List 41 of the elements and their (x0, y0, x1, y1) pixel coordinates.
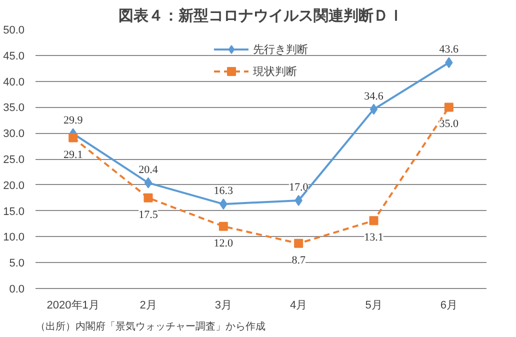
legend-label: 現状判断 (253, 64, 297, 78)
y-tick-label: 40.0 (3, 76, 25, 88)
x-tick-label: 5月 (365, 300, 382, 312)
x-tick-label: 6月 (440, 300, 458, 312)
data-label: 12.0 (214, 237, 234, 250)
data-label: 20.4 (138, 164, 158, 176)
point (68, 133, 78, 142)
y-tick-label: 0.0 (9, 284, 25, 296)
data-label: 8.7 (292, 254, 306, 266)
point (218, 222, 228, 231)
y-tick-label: 5.0 (9, 258, 25, 270)
x-tick-label: 4月 (290, 300, 308, 312)
data-label: 17.5 (138, 208, 158, 221)
x-tick-label: 3月 (214, 300, 232, 312)
data-label: 43.6 (439, 44, 460, 56)
point (144, 177, 152, 188)
point (369, 216, 378, 226)
y-tick-label: 25.0 (3, 154, 25, 166)
point (294, 238, 304, 248)
x-tick-label: 2月 (140, 300, 157, 312)
y-tick-label: 30.0 (3, 128, 25, 140)
chart-title: 図表４：新型コロナウイルス関連判断ＤＩ (118, 6, 404, 24)
y-tick-label: 15.0 (3, 206, 25, 218)
y-tick-label: 20.0 (3, 180, 25, 192)
y-tick-label: 35.0 (3, 102, 25, 114)
data-label: 29.9 (63, 114, 84, 127)
y-tick-label: 45.0 (3, 50, 25, 62)
legend-label: 先行き判断 (253, 42, 308, 56)
y-tick-label: 10.0 (3, 232, 25, 244)
text: （出所）内閣府「景気ウォッチャー調査」から作成 (36, 320, 266, 332)
point (444, 102, 454, 112)
point (370, 104, 378, 115)
y-tick-label: 50.0 (3, 24, 25, 36)
point (144, 193, 153, 202)
data-label: 16.3 (214, 185, 234, 198)
data-label: 13.1 (364, 232, 384, 244)
data-label: 29.1 (63, 148, 83, 161)
x-tick-label: 2020年1月 (46, 300, 100, 312)
data-label: 35.0 (439, 118, 460, 130)
data-label: 34.6 (364, 90, 384, 102)
data-label: 17.0 (288, 181, 309, 194)
